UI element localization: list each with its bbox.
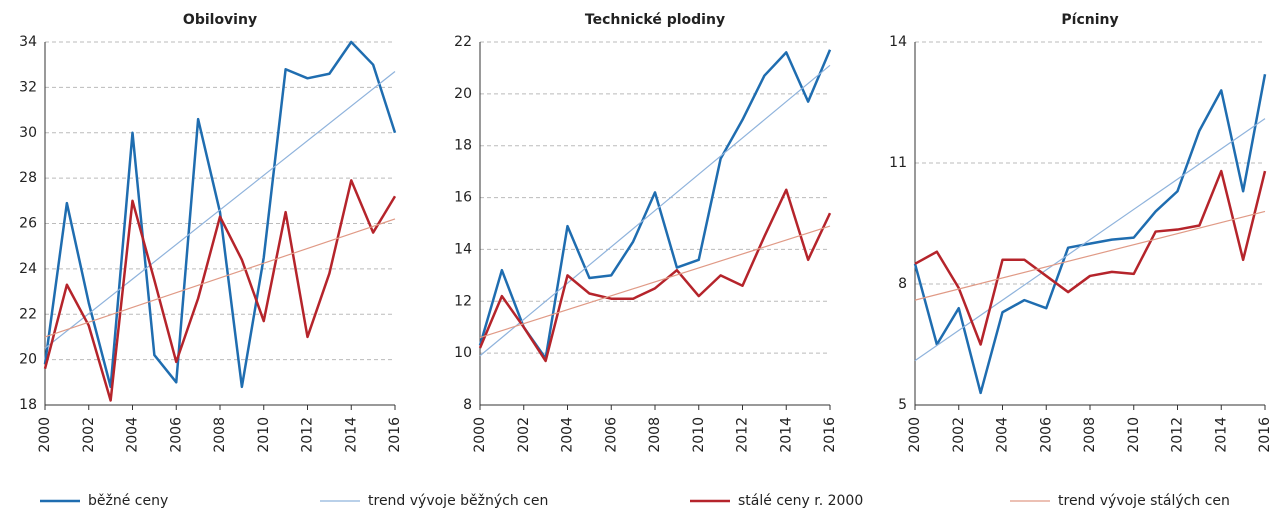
- x-tick-label: 2000: [472, 417, 488, 453]
- y-tick-label: 20: [454, 86, 472, 102]
- y-tick-label: 34: [19, 34, 37, 50]
- series-line: [44, 71, 396, 349]
- y-tick-label: 18: [454, 138, 472, 154]
- x-tick-label: 2000: [907, 417, 923, 453]
- y-tick-label: 14: [889, 34, 907, 50]
- x-tick-label: 2004: [995, 417, 1011, 453]
- x-tick-label: 2006: [168, 417, 184, 453]
- y-tick-label: 11: [889, 155, 907, 171]
- series-line: [914, 210, 1266, 301]
- x-tick-label: 2002: [951, 417, 967, 453]
- x-tick-label: 2004: [560, 417, 576, 453]
- x-tick-label: 2016: [387, 417, 403, 453]
- x-tick-label: 2008: [1082, 417, 1098, 453]
- legend-label: běžné ceny: [88, 493, 168, 509]
- y-tick-label: 20: [19, 352, 37, 368]
- y-tick-label: 32: [19, 79, 37, 95]
- y-tick-label: 18: [19, 397, 37, 413]
- legend-label: stálé ceny r. 2000: [738, 493, 863, 509]
- x-tick-label: 2002: [81, 417, 97, 453]
- y-tick-label: 8: [463, 397, 472, 413]
- y-tick-label: 12: [454, 293, 472, 309]
- series-line: [44, 218, 396, 338]
- x-tick-label: 2012: [1170, 417, 1186, 453]
- chart-title: Pícniny: [1061, 12, 1118, 28]
- series-line: [43, 40, 397, 389]
- x-tick-label: 2010: [256, 417, 272, 453]
- y-tick-label: 22: [454, 34, 472, 50]
- x-tick-label: 2004: [125, 417, 141, 453]
- x-tick-label: 2008: [212, 417, 228, 453]
- y-tick-label: 14: [454, 241, 472, 257]
- x-tick-label: 2014: [343, 417, 359, 453]
- x-tick-label: 2010: [1126, 417, 1142, 453]
- y-tick-label: 8: [898, 276, 907, 292]
- y-tick-label: 10: [454, 345, 472, 361]
- y-tick-label: 5: [898, 397, 907, 413]
- series-line: [479, 225, 831, 339]
- x-tick-label: 2000: [37, 417, 53, 453]
- y-tick-label: 24: [19, 261, 37, 277]
- chart-title: Obiloviny: [183, 12, 257, 28]
- y-tick-label: 26: [19, 216, 37, 232]
- x-tick-label: 2008: [647, 417, 663, 453]
- x-tick-label: 2006: [603, 417, 619, 453]
- y-tick-label: 28: [19, 170, 37, 186]
- x-tick-label: 2014: [778, 417, 794, 453]
- legend-label: trend vývoje běžných cen: [368, 493, 548, 509]
- x-tick-label: 2012: [300, 417, 316, 453]
- x-tick-label: 2014: [1213, 417, 1229, 453]
- y-tick-label: 30: [19, 125, 37, 141]
- series-line: [478, 188, 832, 363]
- x-tick-label: 2010: [691, 417, 707, 453]
- x-tick-label: 2016: [1257, 417, 1273, 453]
- legend-label: trend vývoje stálých cen: [1058, 493, 1230, 509]
- x-tick-label: 2006: [1038, 417, 1054, 453]
- x-tick-label: 2012: [735, 417, 751, 453]
- chart-title: Technické plodiny: [585, 12, 725, 28]
- x-tick-label: 2002: [516, 417, 532, 453]
- y-tick-label: 22: [19, 306, 37, 322]
- series-line: [479, 64, 831, 357]
- x-tick-label: 2016: [822, 417, 838, 453]
- series-line: [914, 169, 1267, 346]
- series-line: [914, 118, 1266, 362]
- series-line: [913, 74, 1267, 395]
- y-tick-label: 16: [454, 190, 472, 206]
- series-line: [43, 179, 397, 402]
